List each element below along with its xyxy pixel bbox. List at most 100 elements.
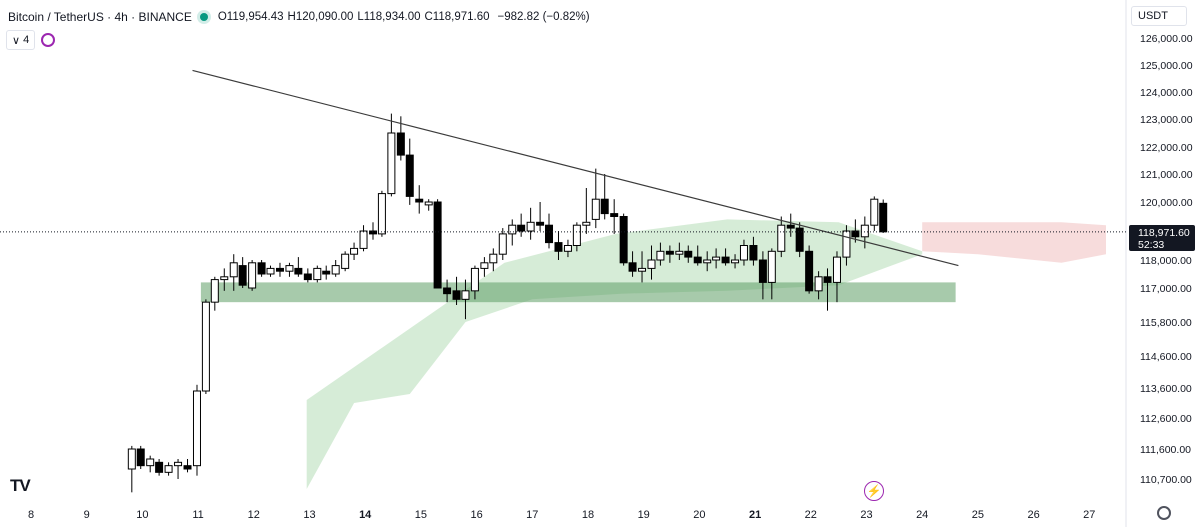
candle-body bbox=[331, 265, 340, 275]
candle-body bbox=[136, 448, 145, 467]
candle bbox=[684, 245, 693, 263]
candle bbox=[303, 268, 312, 283]
candles bbox=[127, 113, 888, 493]
x-tick-label: 19 bbox=[638, 509, 650, 521]
trendline-line[interactable] bbox=[192, 69, 959, 267]
candle-body bbox=[554, 242, 563, 252]
candle-body bbox=[758, 259, 767, 283]
candle-body bbox=[656, 250, 665, 261]
candle-body bbox=[313, 267, 322, 281]
x-tick-label: 23 bbox=[860, 509, 872, 521]
candle bbox=[767, 248, 776, 300]
candle-body bbox=[731, 259, 740, 264]
candle bbox=[675, 242, 684, 260]
candle bbox=[470, 265, 479, 300]
candle-body bbox=[201, 301, 210, 392]
candle-body bbox=[665, 250, 674, 255]
candle-body bbox=[285, 265, 294, 272]
support-zone-rect[interactable] bbox=[200, 282, 956, 303]
candle bbox=[545, 213, 554, 249]
currency-unit-selector[interactable]: USDT bbox=[1131, 6, 1187, 26]
candle bbox=[582, 188, 591, 234]
candle bbox=[665, 245, 674, 263]
candle-body bbox=[795, 227, 804, 252]
candle bbox=[136, 445, 145, 469]
candle-body bbox=[842, 230, 851, 258]
y-tick-label: 113,600.00 bbox=[1140, 383, 1192, 395]
candle-body bbox=[275, 267, 284, 272]
y-tick-label: 122,000.00 bbox=[1140, 142, 1193, 154]
candle-body bbox=[248, 262, 257, 289]
candle-body bbox=[563, 245, 572, 252]
candle-body bbox=[508, 224, 517, 235]
candle-body bbox=[832, 256, 841, 283]
candle-body bbox=[387, 132, 396, 195]
candle bbox=[600, 174, 609, 220]
candle-body bbox=[146, 458, 155, 467]
candle-body bbox=[155, 461, 164, 473]
candle bbox=[832, 251, 841, 303]
candle bbox=[127, 445, 136, 493]
candle-body bbox=[721, 256, 730, 264]
candle bbox=[322, 265, 331, 280]
candle-body bbox=[266, 267, 275, 275]
candle-body bbox=[396, 132, 405, 156]
market-status-dot bbox=[199, 13, 208, 21]
candle bbox=[879, 199, 888, 233]
candle bbox=[731, 254, 740, 269]
candle-body bbox=[647, 259, 656, 269]
candle-body bbox=[675, 250, 684, 255]
high-value: 120,090.00 bbox=[295, 11, 354, 23]
candle bbox=[638, 251, 647, 283]
x-tick-label: 15 bbox=[415, 509, 427, 521]
high-label: H bbox=[287, 11, 296, 23]
cloud-green bbox=[306, 219, 923, 489]
symbol-title[interactable]: Bitcoin / TetherUS · 4h · BINANCE bbox=[8, 10, 192, 24]
candle-body bbox=[814, 276, 823, 292]
candle-body bbox=[443, 287, 452, 295]
candle bbox=[619, 213, 628, 266]
candle bbox=[238, 257, 247, 288]
candle bbox=[517, 213, 526, 237]
x-tick-label: 14 bbox=[359, 509, 372, 521]
ohlc-change: −982.82 (−0.82%) bbox=[497, 11, 590, 23]
candle-body bbox=[628, 262, 637, 272]
y-tick-label: 121,000.00 bbox=[1140, 169, 1193, 181]
tradingview-logo[interactable]: TV bbox=[10, 476, 31, 495]
lightning-icon[interactable]: ⚡ bbox=[864, 481, 884, 501]
candle-body bbox=[517, 224, 526, 232]
x-tick-label: 26 bbox=[1027, 509, 1039, 521]
candle-body bbox=[498, 233, 507, 255]
x-tick-label: 24 bbox=[916, 509, 928, 521]
candle-body bbox=[303, 273, 312, 281]
candle bbox=[480, 257, 489, 277]
candle bbox=[275, 262, 284, 277]
candle bbox=[721, 248, 730, 266]
sync-icon[interactable] bbox=[41, 33, 56, 47]
candle-body bbox=[489, 253, 498, 264]
candle-body bbox=[377, 193, 386, 235]
candle bbox=[814, 271, 823, 300]
y-tick-label: 118,000.00 bbox=[1140, 255, 1192, 267]
candle bbox=[146, 455, 155, 473]
candle-body bbox=[322, 270, 331, 275]
candle bbox=[359, 225, 368, 252]
candle bbox=[461, 279, 470, 320]
candle bbox=[415, 185, 424, 214]
legend-buttons: ∨ 4 bbox=[6, 30, 56, 50]
gear-icon[interactable] bbox=[1157, 506, 1171, 520]
time-axis[interactable]: 8 9 10 11 12 13 14 15 16 17 18 19 20 21 22 23 24 25 26 27 bbox=[28, 509, 1095, 521]
candle-body bbox=[536, 221, 545, 226]
candle-body bbox=[823, 276, 832, 283]
x-tick-label: 17 bbox=[526, 509, 538, 521]
candle bbox=[786, 213, 795, 237]
layers-toggle-button[interactable]: ∨ 4 bbox=[6, 30, 36, 50]
candle bbox=[350, 242, 359, 260]
candle bbox=[192, 384, 201, 476]
candle-body bbox=[229, 262, 238, 278]
candle bbox=[368, 222, 377, 240]
price-axis[interactable]: 126,000.00 125,000.00 124,000.00 123,000.00… bbox=[1140, 33, 1193, 486]
candle bbox=[758, 251, 767, 300]
ohlc-low: L118,934.00 bbox=[357, 11, 420, 23]
